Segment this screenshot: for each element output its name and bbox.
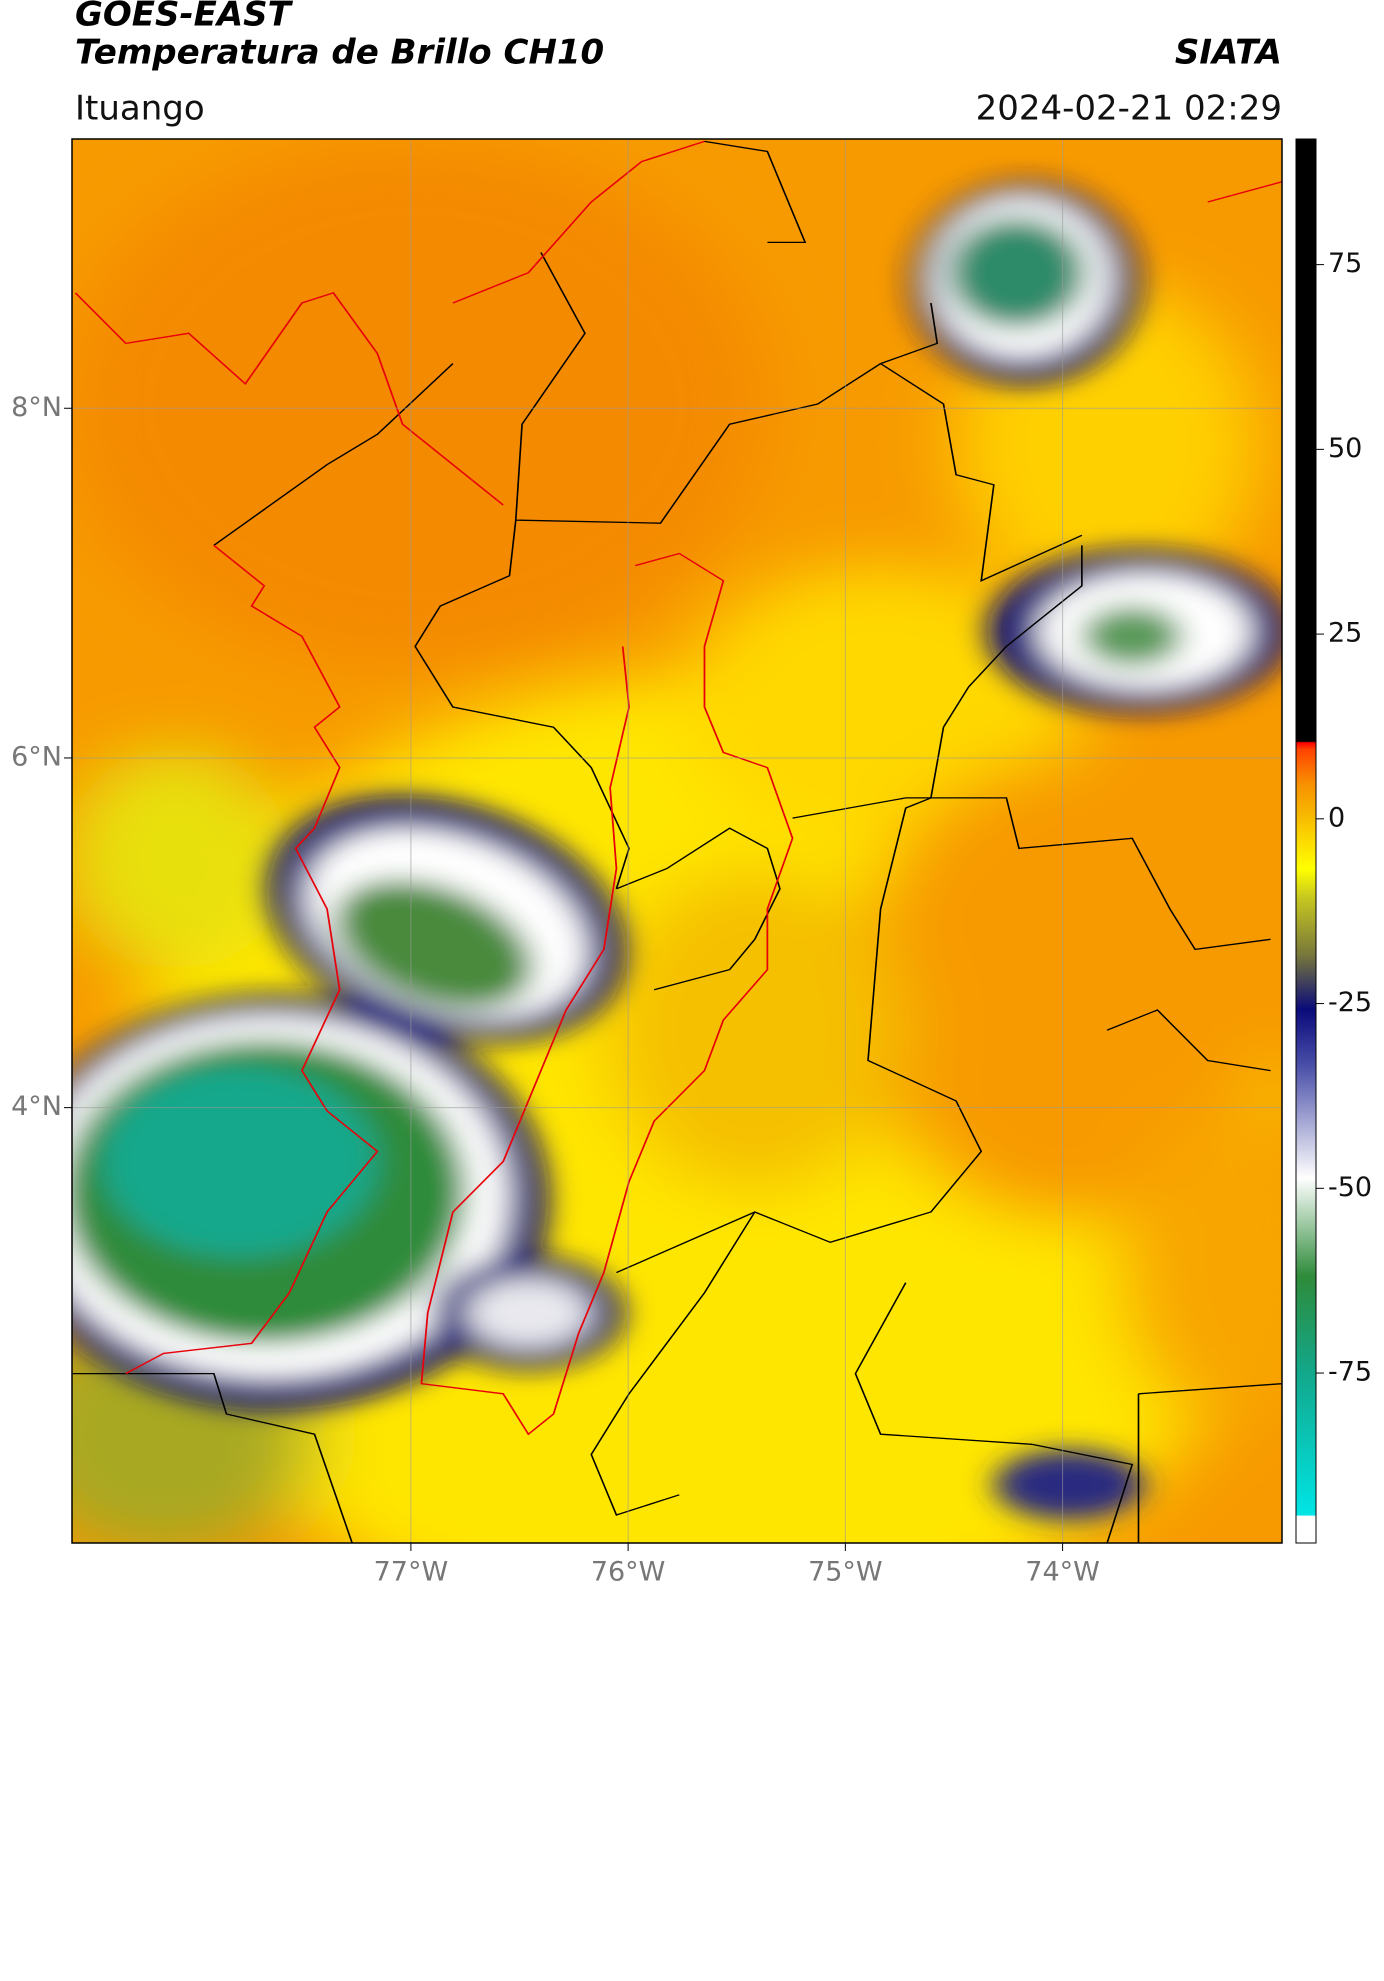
cloud-tops: [72, 181, 1282, 1521]
colorbar-tick-label: -75: [1328, 1357, 1372, 1388]
lat-tick-label: 4°N: [11, 1091, 62, 1122]
cloud-edge: [993, 1449, 1145, 1521]
border: [590, 1211, 756, 1516]
title: GOES-EAST: [75, 0, 294, 35]
map-frame: [71, 138, 1283, 1544]
coastline: [74, 292, 504, 506]
cloud-core: [335, 879, 533, 1009]
border: [1138, 1383, 1282, 1395]
cloud-core: [1081, 606, 1183, 667]
colorbar: [1295, 138, 1317, 1544]
border: [213, 363, 454, 546]
field-shapes: [72, 140, 1282, 1543]
border: [616, 545, 1083, 1274]
subtitle: Temperatura de Brillo CH10: [75, 33, 604, 73]
coastline: [1207, 181, 1282, 203]
orange-zone: [855, 757, 1282, 1223]
border: [792, 797, 1271, 951]
colorbar-tick-label: -50: [1328, 1172, 1372, 1203]
border: [72, 1372, 353, 1543]
orange-zone: [72, 141, 768, 667]
colorbar-tick-label: 25: [1328, 618, 1362, 649]
orange-zone: [603, 868, 906, 1192]
colorbar-ticks: 75 50 25 0 -25 -50 -75: [1316, 248, 1372, 1388]
yellow-zone: [72, 747, 290, 970]
lon-tick-label: 76°W: [591, 1557, 666, 1588]
yellow-zone: [679, 565, 1082, 849]
coastline: [452, 140, 705, 304]
graticule: 8°N 6°N 4°N 77°W 76°W 75°W 74°W: [11, 139, 1282, 1588]
colorbar-tick-label: -25: [1328, 987, 1372, 1018]
basin-outline: [420, 552, 794, 1436]
coastline-and-basin: [74, 140, 1282, 1436]
admin-borders: [72, 140, 1282, 1543]
orange-zone: [1119, 1100, 1282, 1425]
border: [414, 520, 630, 889]
lon-tick-label: 75°W: [808, 1557, 883, 1588]
brightness-field: [72, 139, 1282, 1543]
lon-tick-label: 77°W: [374, 1557, 449, 1588]
border: [854, 1282, 1134, 1543]
datetime: 2024-02-21 02:29: [976, 89, 1282, 129]
warm-zones: [72, 141, 1282, 1543]
coastline: [125, 544, 379, 1375]
border: [880, 363, 1083, 582]
lat-tick-label: 6°N: [11, 741, 62, 772]
cloud-core: [100, 1065, 378, 1258]
colorbar-tick-label: 0: [1328, 802, 1345, 833]
border: [514, 252, 939, 524]
border: [616, 827, 781, 991]
border: [1106, 1009, 1271, 1072]
colorbar-tick-label: 75: [1328, 248, 1362, 279]
lon-tick-label: 74°W: [1025, 1557, 1100, 1588]
lat-tick-label: 8°N: [11, 392, 62, 423]
cloud-ring: [465, 1277, 592, 1349]
border: [704, 140, 807, 244]
colorbar-tick-label: 50: [1328, 433, 1362, 464]
source: SIATA: [1175, 33, 1282, 73]
cloud-core: [947, 217, 1086, 329]
location: Ituango: [75, 89, 205, 129]
